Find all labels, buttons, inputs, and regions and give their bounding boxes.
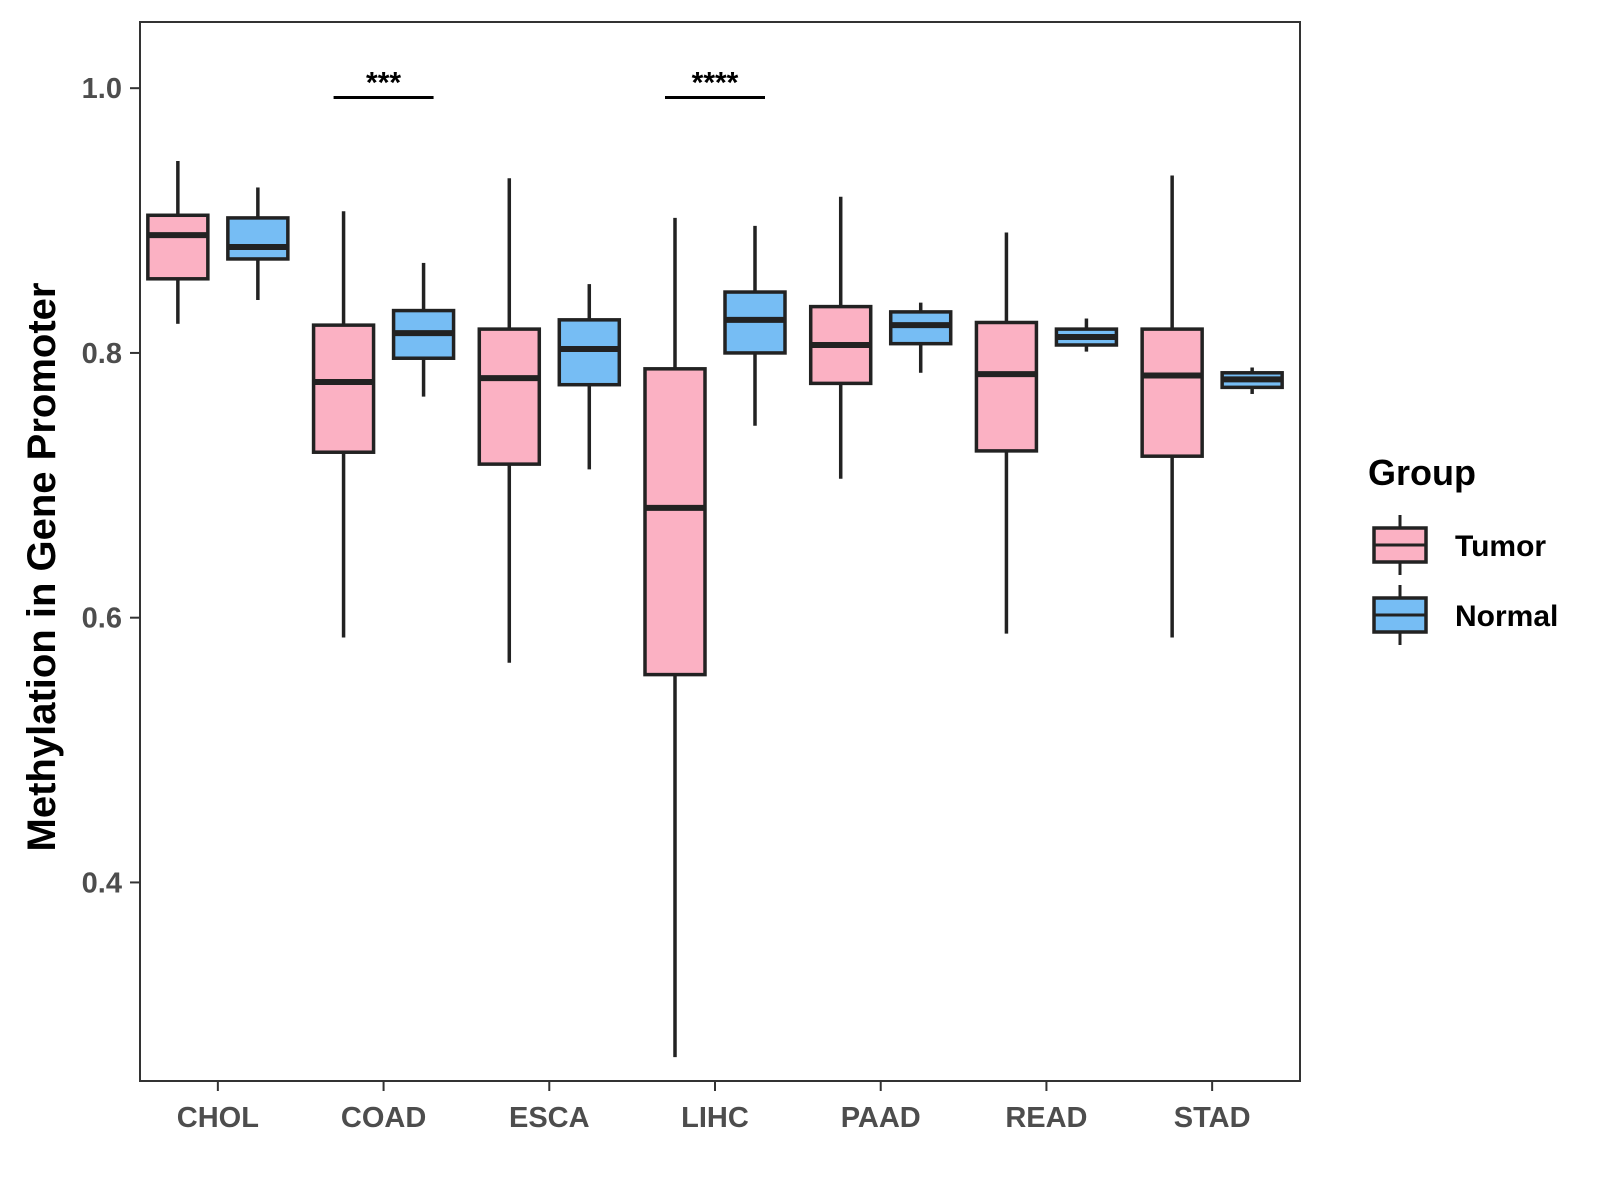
- box-body: [311, 323, 376, 454]
- x-tick-label: ESCA: [509, 1102, 590, 1134]
- legend-title: Group: [1368, 452, 1476, 493]
- significance-label: ****: [692, 66, 739, 99]
- box-tumor-stad: [1140, 175, 1204, 638]
- x-tick-label: COAD: [341, 1102, 426, 1134]
- box-body: [643, 367, 707, 677]
- x-tick-label: STAD: [1174, 1102, 1251, 1134]
- x-tick-label: PAAD: [841, 1102, 921, 1134]
- box-tumor-read: [974, 232, 1039, 634]
- box-normal-paad: [888, 302, 953, 373]
- x-tick-label: READ: [1005, 1102, 1087, 1134]
- box-tumor-lihc: [643, 217, 707, 1058]
- legend-label: Normal: [1455, 600, 1558, 633]
- x-tick-label: CHOL: [177, 1102, 259, 1134]
- box-normal-lihc: [723, 225, 787, 426]
- box-body: [226, 216, 290, 261]
- x-axis: CHOL COAD ESCA LIHC PAAD READ STAD: [177, 1081, 1251, 1134]
- box-normal-stad: [1220, 367, 1284, 394]
- box-normal-esca: [557, 284, 622, 470]
- legend-entries: Tumor Normal: [1372, 515, 1558, 645]
- y-tick-label: 0.4: [82, 867, 122, 899]
- y-tick-label: 1.0: [82, 73, 122, 105]
- box-body: [557, 318, 622, 387]
- box-tumor-esca: [477, 178, 542, 663]
- boxes-layer: [146, 160, 1284, 1058]
- y-tick-label: 0.8: [82, 338, 122, 370]
- significance-annotations: *** ****: [333, 66, 765, 99]
- legend-entry-normal: Normal: [1372, 585, 1558, 645]
- y-axis: 0.4 0.6 0.8 1.0: [82, 73, 140, 899]
- y-tick-label: 0.6: [82, 603, 122, 635]
- box-normal-chol: [226, 187, 290, 300]
- legend: Group Tumor Normal: [1368, 452, 1558, 645]
- y-axis-title: Methylation in Gene Promoter: [20, 283, 64, 852]
- box-tumor-paad: [808, 196, 873, 479]
- x-tick-label: LIHC: [681, 1102, 749, 1134]
- box-normal-coad: [391, 262, 456, 397]
- box-body: [974, 320, 1039, 453]
- box-body: [1140, 327, 1204, 458]
- plot-panel: [139, 21, 1301, 1082]
- box-body: [477, 327, 542, 466]
- legend-entry-tumor: Tumor: [1372, 515, 1546, 575]
- legend-label: Tumor: [1455, 530, 1546, 563]
- significance-label: ***: [366, 66, 401, 99]
- box-body: [146, 213, 210, 281]
- box-tumor-chol: [146, 160, 210, 324]
- box-normal-read: [1054, 318, 1119, 352]
- box-tumor-coad: [311, 211, 376, 638]
